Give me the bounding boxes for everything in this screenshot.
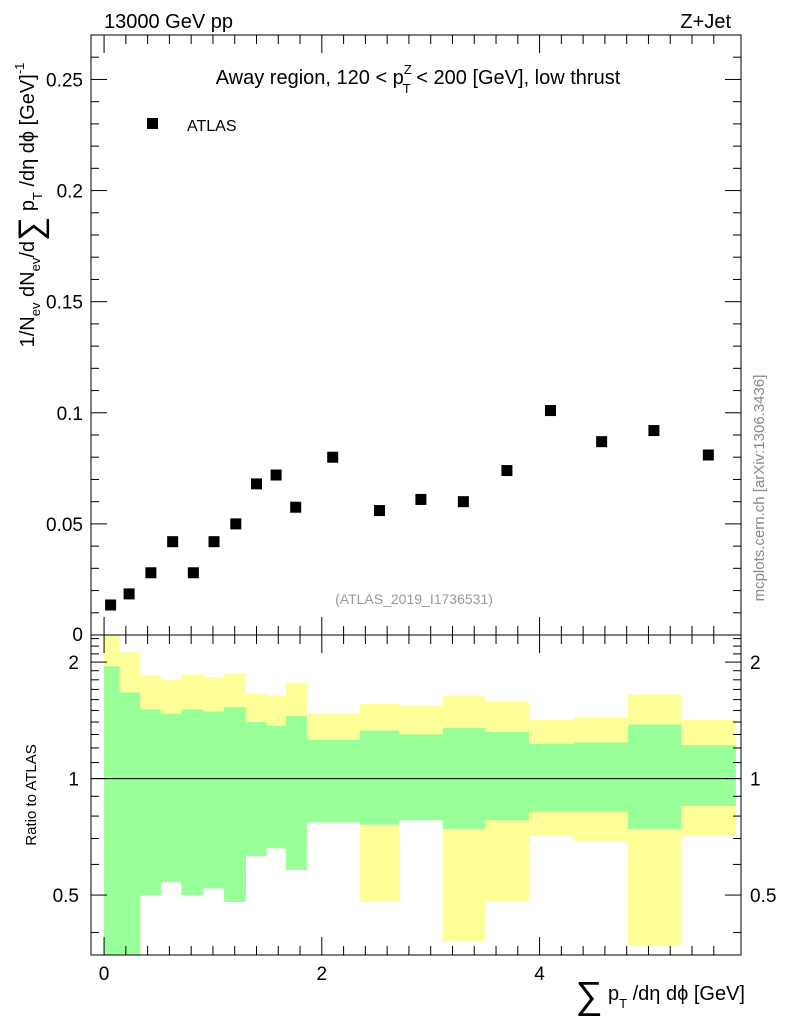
ratio-panel: 0.5 0.5 1 1 2 2 0 2 4 Ratio to ATLAS ∑ pT /dη d… <box>23 634 776 1017</box>
legend-label: ATLAS <box>187 118 237 135</box>
uncertainty-band <box>223 707 246 902</box>
y-tick-label: 0.1 <box>57 404 83 425</box>
uncertainty-band <box>627 724 682 830</box>
data-point <box>544 405 556 417</box>
data-point <box>702 449 714 461</box>
uncertainty-band <box>245 722 267 857</box>
uncertainty-band <box>485 731 529 821</box>
header-process-label: 13000 GeV pp <box>104 11 233 33</box>
uncertainty-band <box>139 709 161 896</box>
data-point <box>327 451 339 463</box>
ratio-y-tick-label: 1 <box>68 770 79 791</box>
data-point <box>374 505 386 517</box>
x-axis-ticks <box>103 35 715 635</box>
data-point <box>123 588 135 600</box>
data-point <box>290 501 302 513</box>
uncertainty-band <box>681 745 736 806</box>
ratio-y-axis: 0.5 0.5 1 1 2 2 <box>53 638 776 934</box>
main-panel: (ATLAS_2019_I1736531) 0.05 0.1 0.15 0.2 0.25… <box>12 34 742 646</box>
svg-text:1/Nev dNev/d∑ pT /dη dϕ [GeV]: 1/Nev dNev/d∑ pT /dη dϕ [GeV]-1 <box>12 63 50 348</box>
uncertainty-band <box>160 713 182 883</box>
source-watermark: mcplots.cern.ch [arXiv:1306.3436] <box>751 375 768 602</box>
y-tick-label: 0.05 <box>46 515 83 536</box>
data-point <box>648 425 660 437</box>
y-tick-label: 0.25 <box>46 70 83 91</box>
y-tick-label: 0.15 <box>46 293 83 314</box>
data-point <box>270 469 282 481</box>
uncertainty-band <box>574 742 629 812</box>
data-point <box>145 567 157 579</box>
uncertainty-band <box>306 739 361 823</box>
title-tail: < 200 [GeV], low thrust <box>411 67 621 89</box>
uncertainty-band <box>119 692 141 955</box>
data-point <box>187 567 199 579</box>
uncertainty-bands <box>104 635 736 955</box>
data-point <box>457 496 469 508</box>
uncertainty-band <box>285 716 307 871</box>
analysis-id-watermark: (ATLAS_2019_I1736531) <box>335 591 493 607</box>
uncertainty-band <box>104 666 120 955</box>
data-point <box>230 518 242 530</box>
uncertainty-band <box>203 711 225 889</box>
uncertainty-band <box>181 709 204 896</box>
data-points <box>105 405 714 611</box>
svg-text:∑ pT /dη dϕ [GeV]: ∑ pT /dη dϕ [GeV] <box>575 975 745 1017</box>
x-tick-label: 4 <box>534 964 545 985</box>
x-axis: 0 2 4 <box>99 635 715 985</box>
uncertainty-band <box>528 743 575 812</box>
title-main: Away region, 120 < p <box>216 67 404 89</box>
x-tick-label: 0 <box>99 964 110 985</box>
ratio-frame <box>90 634 742 956</box>
y-tick-label: 0.2 <box>57 182 83 203</box>
uncertainty-band <box>266 725 287 849</box>
data-point <box>208 536 220 548</box>
data-point <box>415 493 427 505</box>
ratio-y-tick-label: 2 <box>750 653 761 674</box>
ratio-y-tick-label: 1 <box>750 770 761 791</box>
ratio-y-tick-label: 0.5 <box>53 886 79 907</box>
data-point <box>105 599 117 611</box>
ratio-y-tick-label: 2 <box>68 653 79 674</box>
uncertainty-band <box>359 730 400 825</box>
ratio-y-axis-label: Ratio to ATLAS <box>23 744 40 845</box>
title-superscript: Z <box>404 62 412 77</box>
title-subscript: T <box>403 81 411 96</box>
x-tick-label: 2 <box>317 964 328 985</box>
plot-title: Away region, 120 < pZ T < 200 [GeV], low … <box>216 62 621 96</box>
y-axis-label: 1/Nev dNev/d∑ pT /dη dϕ [GeV]-1 <box>12 63 50 348</box>
uncertainty-band <box>399 734 443 821</box>
ratio-y-tick-label: 0.5 <box>750 886 776 907</box>
data-point <box>167 536 179 548</box>
y-tick-label: 0 <box>72 625 83 646</box>
header-analysis-label: Z+Jet <box>680 11 731 33</box>
x-axis-label: ∑ pT /dη dϕ [GeV] <box>575 975 745 1017</box>
data-point <box>250 478 262 490</box>
legend-marker <box>147 118 158 129</box>
y-axis: 0.05 0.1 0.15 0.2 0.25 0 <box>46 56 741 646</box>
data-point <box>596 436 608 448</box>
data-point <box>501 465 513 477</box>
